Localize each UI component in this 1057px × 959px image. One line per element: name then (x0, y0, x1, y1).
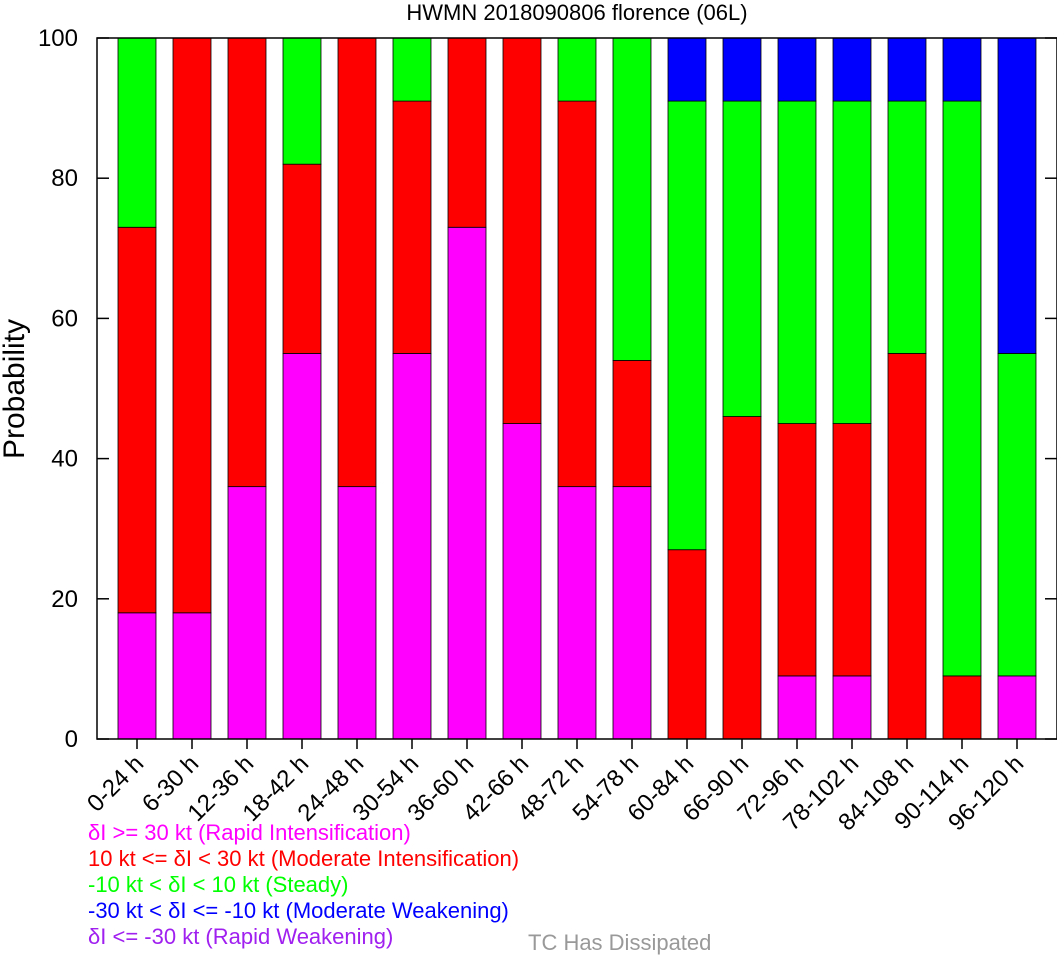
bar-segment (942, 675, 982, 740)
legend-item-moderate-weakening: -30 kt < δI <= -10 kt (Moderate Weakenin… (88, 898, 509, 923)
bars-group (117, 37, 1037, 740)
bar-segment (502, 37, 542, 424)
y-tick-label: 20 (51, 586, 78, 613)
bar-segment (282, 353, 322, 740)
bar-segment (117, 37, 157, 228)
bar-segment (777, 675, 817, 740)
bar-segment (392, 37, 432, 102)
bar-segment (117, 612, 157, 740)
bar-segment (282, 163, 322, 354)
y-axis: 0 20 40 60 80 100 (38, 25, 1057, 753)
bar-segment (612, 37, 652, 361)
bar-segment (887, 353, 927, 740)
bar-segment (227, 37, 267, 488)
bar-segment (942, 100, 982, 677)
bar-segment (117, 226, 157, 614)
bar-segment (942, 37, 982, 102)
bar-segment (997, 37, 1037, 354)
bar-segment (832, 423, 872, 677)
bar-segment (832, 675, 872, 740)
bar-segment (502, 423, 542, 740)
x-tick-label: 0-24 h (82, 750, 149, 817)
bar-segment (997, 353, 1037, 677)
y-axis-label: Probability (0, 319, 31, 459)
bar-segment (227, 486, 267, 740)
bar-segment (722, 416, 762, 740)
legend-item-moderate-intensification: 10 kt <= δI < 30 kt (Moderate Intensific… (88, 846, 520, 871)
bar-segment (997, 675, 1037, 740)
legend-item-rapid-intensification: δI >= 30 kt (Rapid Intensification) (88, 820, 411, 845)
legend-item-rapid-weakening: δI <= -30 kt (Rapid Weakening) (88, 924, 394, 949)
bar-segment (887, 37, 927, 102)
legend: δI >= 30 kt (Rapid Intensification) 10 k… (88, 820, 519, 950)
bar-segment (667, 100, 707, 551)
bar-segment (777, 100, 817, 424)
bar-segment (282, 37, 322, 165)
x-axis: 0-24 h6-30 h12-36 h18-42 h24-48 h30-54 h… (82, 739, 1029, 836)
bar-segment (557, 37, 597, 102)
chart-title: HWMN 2018090806 florence (06L) (406, 0, 747, 25)
bar-segment (722, 37, 762, 102)
bar-segment (722, 100, 762, 417)
bar-segment (832, 100, 872, 424)
y-tick-label: 40 (51, 446, 78, 473)
bar-segment (392, 353, 432, 740)
bar-segment (337, 486, 377, 740)
bar-segment (392, 100, 432, 354)
bar-segment (832, 37, 872, 102)
y-tick-label: 60 (51, 305, 78, 332)
bar-segment (447, 37, 487, 228)
bar-segment (777, 423, 817, 677)
bar-segment (557, 100, 597, 488)
bar-segment (667, 549, 707, 740)
bar-segment (172, 612, 212, 740)
bar-segment (172, 37, 212, 614)
bar-segment (557, 486, 597, 740)
legend-item-steady: -10 kt < δI < 10 kt (Steady) (88, 872, 349, 897)
legend-item-dissipated: TC Has Dissipated (528, 930, 712, 955)
bar-segment (777, 37, 817, 102)
bar-segment (887, 100, 927, 354)
y-tick-label: 80 (51, 165, 78, 192)
bar-segment (612, 486, 652, 740)
bar-segment (447, 226, 487, 740)
bar-segment (337, 37, 377, 488)
bar-segment (667, 37, 707, 102)
y-tick-label: 100 (38, 25, 78, 52)
bar-segment (612, 360, 652, 488)
y-tick-label: 0 (65, 726, 78, 753)
